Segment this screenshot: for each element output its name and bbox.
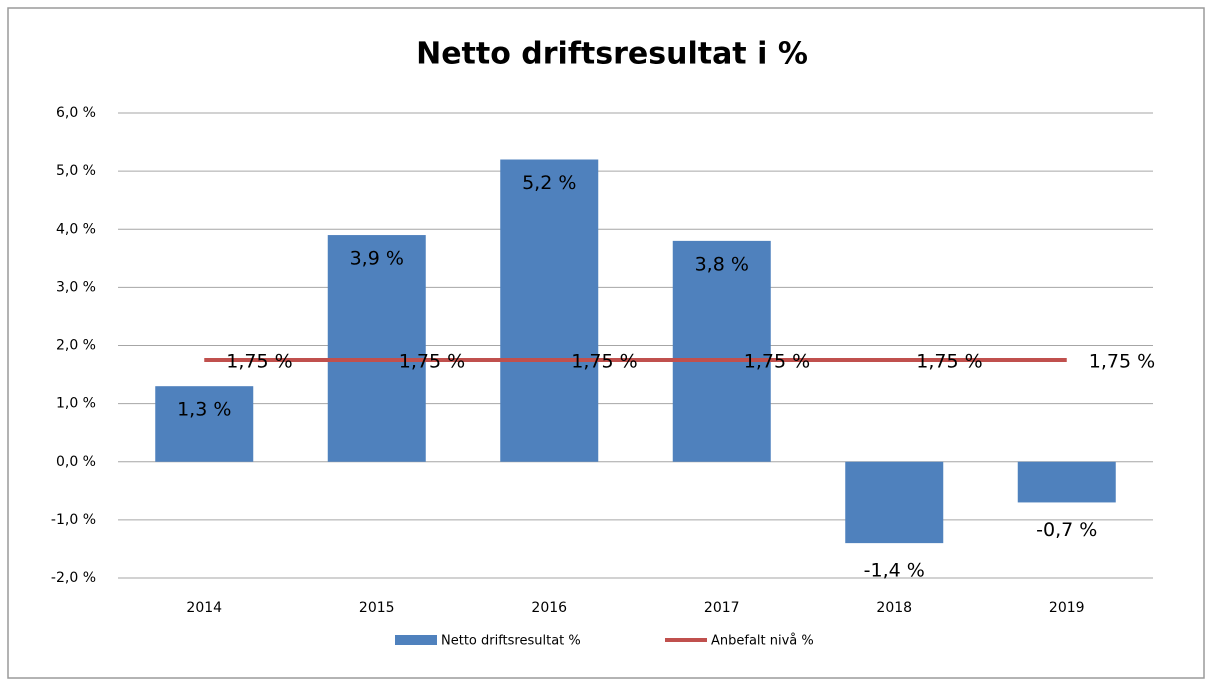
- x-tick-label: 2018: [876, 600, 912, 616]
- bar: [845, 461, 944, 544]
- line-value-label: 1,75 %: [1089, 351, 1155, 373]
- x-tick-label: 2019: [1049, 600, 1085, 616]
- bar-value-label: 3,9 %: [350, 248, 404, 270]
- line-value-label: 1,75 %: [744, 351, 810, 373]
- y-tick-label: 6,0 %: [56, 105, 96, 121]
- x-tick-label: 2015: [359, 600, 395, 616]
- line-value-label: 1,75 %: [226, 351, 292, 373]
- line-value-label: 1,75 %: [916, 351, 982, 373]
- y-tick-label: 0,0 %: [56, 454, 96, 470]
- y-tick-label: -1,0 %: [51, 512, 96, 528]
- y-tick-label: 4,0 %: [56, 221, 96, 237]
- bar: [155, 386, 254, 462]
- bar-value-label: -0,7 %: [1036, 519, 1097, 541]
- bar-value-label: -1,4 %: [864, 560, 925, 582]
- y-tick-label: 3,0 %: [56, 279, 96, 295]
- legend-swatch: [395, 635, 437, 645]
- chart-title: Netto driftsresultat i %: [416, 37, 808, 72]
- bar-value-label: 5,2 %: [522, 172, 576, 194]
- legend-label: Netto driftsresultat %: [441, 634, 581, 649]
- chart-frame: [7, 7, 1205, 679]
- line-value-label: 1,75 %: [399, 351, 465, 373]
- line-value-label: 1,75 %: [571, 351, 637, 373]
- legend-label: Anbefalt nivå %: [711, 634, 814, 649]
- y-tick-label: -2,0 %: [51, 570, 96, 586]
- x-tick-label: 2017: [704, 600, 740, 616]
- y-tick-label: 2,0 %: [56, 338, 96, 354]
- bar: [500, 159, 599, 462]
- bar: [327, 235, 426, 462]
- y-tick-label: 1,0 %: [56, 396, 96, 412]
- bar-value-label: 3,8 %: [695, 253, 749, 275]
- x-tick-label: 2016: [531, 600, 567, 616]
- bar: [672, 240, 771, 462]
- bar-value-label: 1,3 %: [177, 399, 231, 421]
- y-tick-label: 5,0 %: [56, 163, 96, 179]
- bar: [1017, 461, 1116, 503]
- x-tick-label: 2014: [186, 600, 222, 616]
